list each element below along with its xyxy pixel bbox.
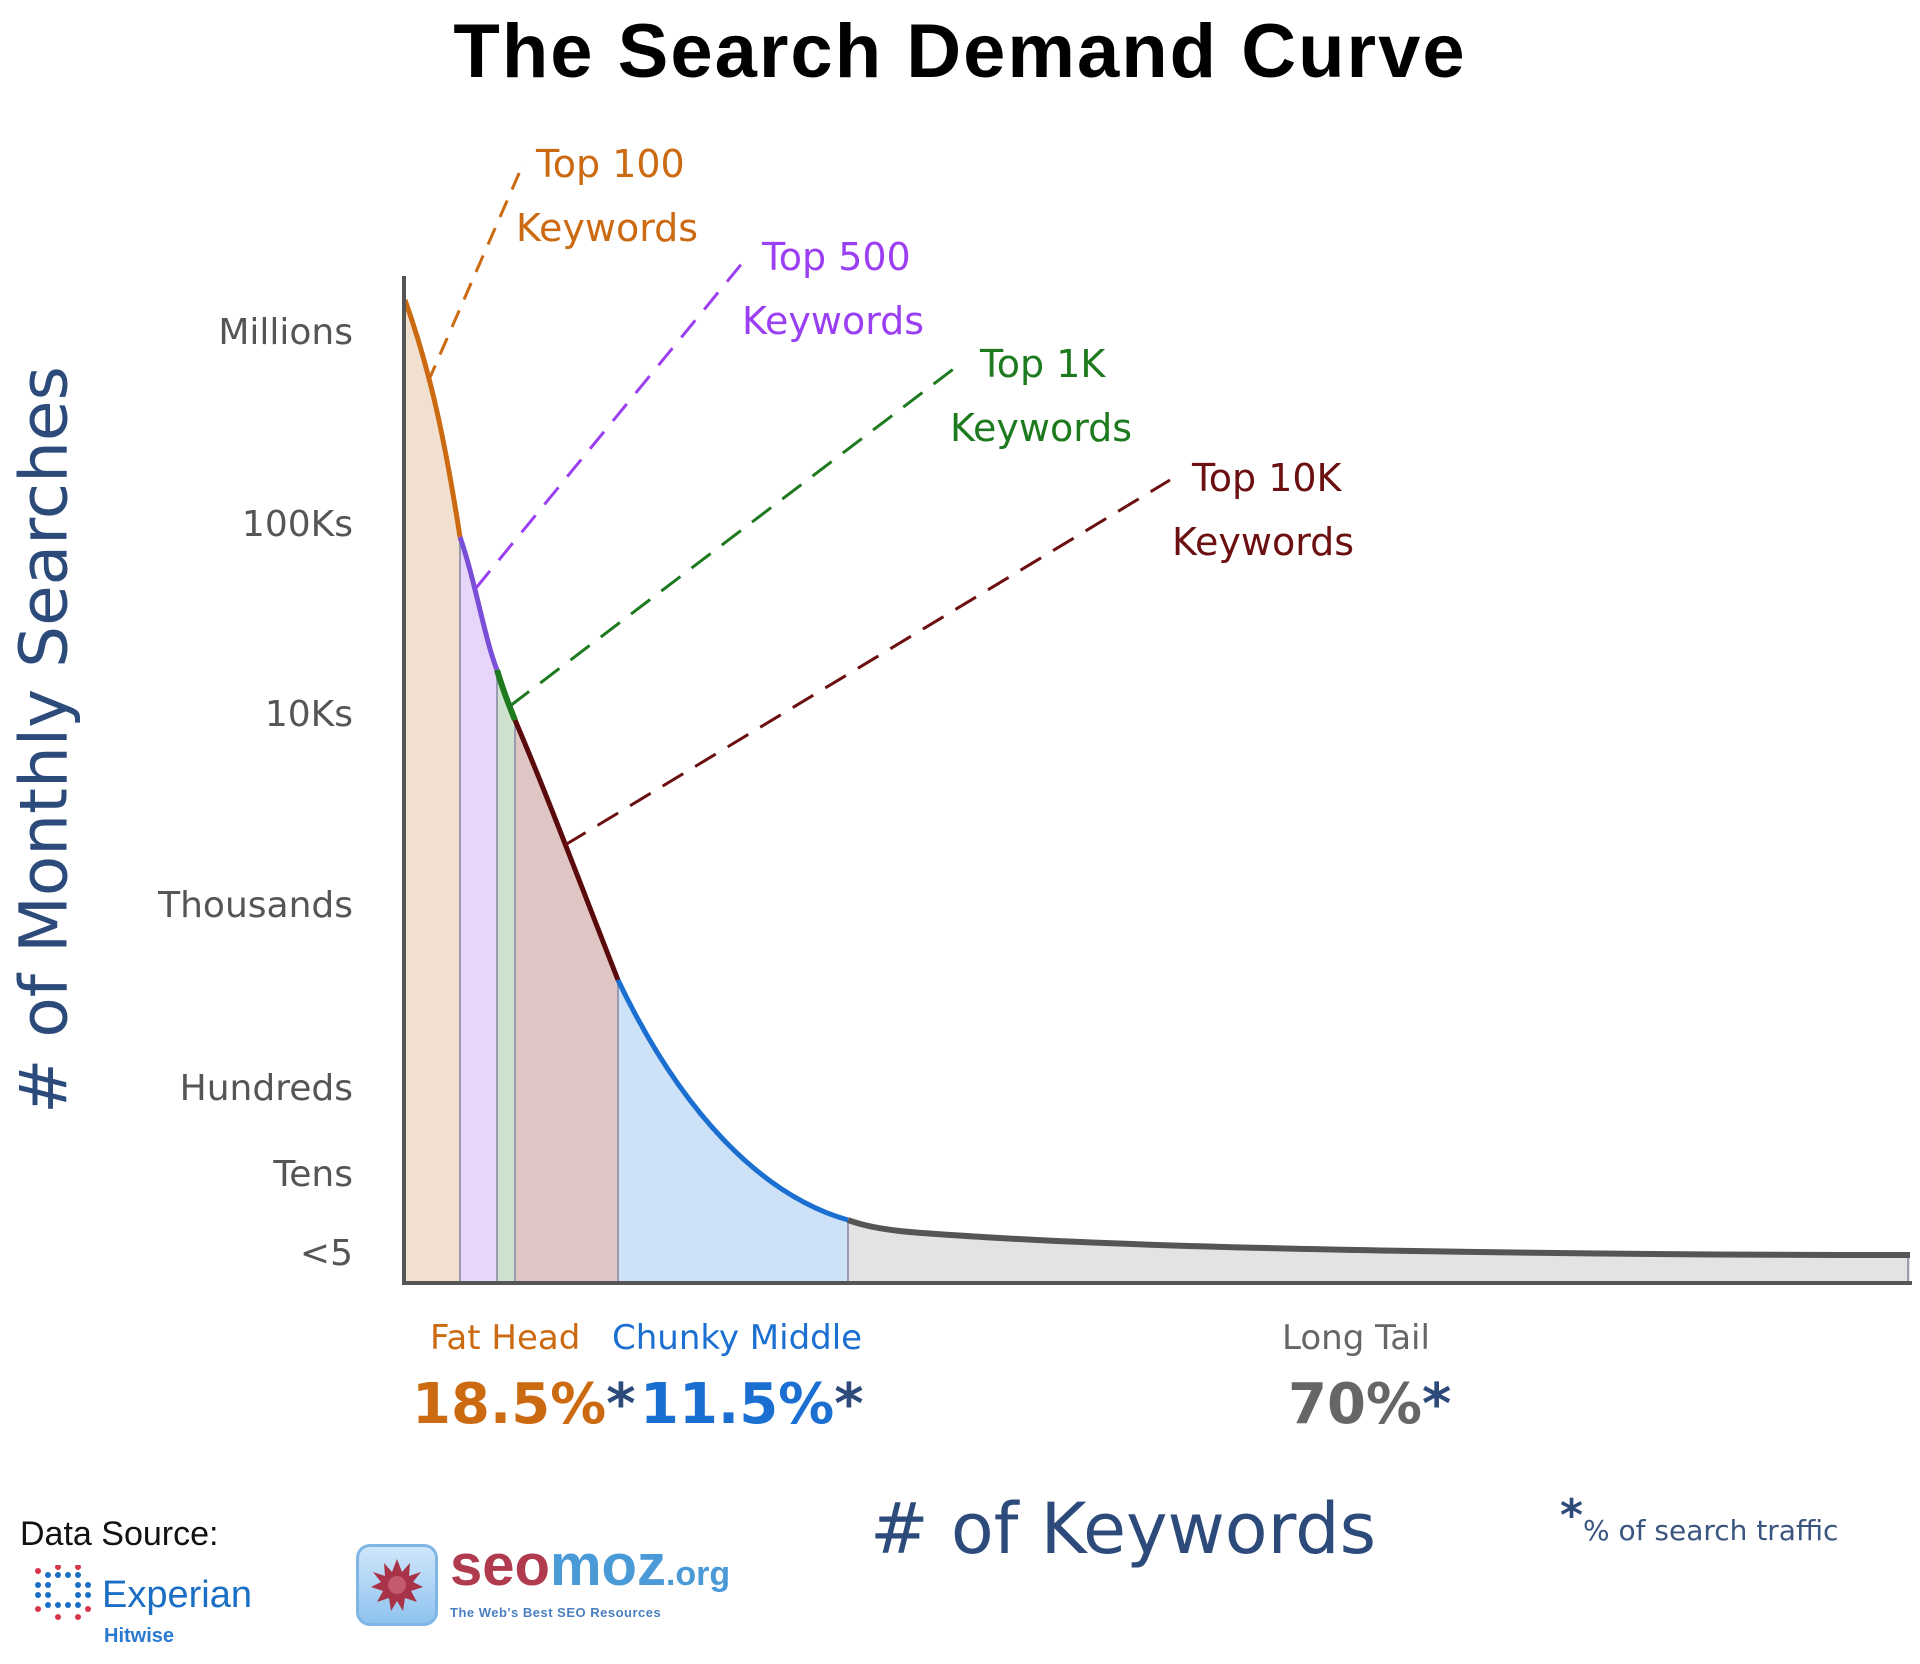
segment-percent-long-tail: 70%* — [1288, 1372, 1451, 1437]
annotation-top-500-line1: Top 500 — [762, 235, 911, 279]
annotation-top-1k-line1: Top 1K — [980, 342, 1106, 386]
seomoz-org: .org — [665, 1555, 731, 1593]
region-top-500 — [460, 537, 497, 1282]
annotation-top-10k: Top 10K Keywords — [1172, 446, 1354, 574]
fat-head-percent-value: 18.5% — [412, 1372, 607, 1437]
y-tick-10ks: 10Ks — [264, 694, 353, 735]
curve-long-tail — [846, 1217, 1911, 1258]
segment-label-long-tail: Long Tail — [1282, 1318, 1430, 1358]
annotation-top-100: Top 100 Keywords — [516, 132, 698, 260]
asterisk-icon: * — [606, 1372, 636, 1437]
curve-top-10k — [512, 719, 621, 981]
footnote: *% of search traffic — [1560, 1490, 1838, 1547]
annotation-top-10k-line1: Top 10K — [1192, 456, 1342, 500]
curve-chunky-middle — [615, 978, 849, 1223]
seomoz-logo: seomoz.org The Web's Best SEO Resources — [356, 1537, 730, 1626]
seomoz-wordmark: seomoz.org — [450, 1537, 730, 1603]
segment-percent-fat-head: 18.5%* — [412, 1372, 636, 1437]
annotation-top-500-line2: Keywords — [742, 299, 925, 343]
footnote-text: % of search traffic — [1583, 1514, 1839, 1547]
seomoz-seo: seo — [450, 1533, 550, 1598]
data-source-label: Data Source: — [20, 1515, 219, 1553]
y-tick-100ks: 100Ks — [241, 504, 353, 545]
seomoz-tagline: The Web's Best SEO Resources — [450, 1605, 662, 1620]
star-burst-icon — [371, 1558, 423, 1611]
y-tick-under-5: <5 — [299, 1233, 353, 1274]
annotation-top-100-line1: Top 100 — [536, 142, 685, 186]
seomoz-moz: moz — [549, 1533, 666, 1598]
annotation-top-1k: Top 1K Keywords — [950, 332, 1132, 460]
region-chunky-middle — [618, 980, 848, 1282]
x-axis-label: # of Keywords — [870, 1488, 1377, 1570]
annotation-top-500: Top 500 Keywords — [742, 225, 924, 353]
experian-logo: Experian — [34, 1565, 252, 1625]
leader-top-500 — [474, 255, 750, 589]
experian-name: Experian — [102, 1573, 252, 1616]
segment-percent-chunky-middle: 11.5%* — [640, 1372, 864, 1437]
region-top-10k — [515, 720, 618, 1282]
chart-title: The Search Demand Curve — [453, 9, 1467, 94]
seomoz-badge — [356, 1543, 438, 1626]
experian-dots-icon — [35, 1565, 91, 1620]
y-tick-hundreds: Hundreds — [179, 1068, 353, 1109]
asterisk-icon: * — [1560, 1490, 1584, 1541]
curve-top-1k — [494, 669, 518, 722]
leader-top-100 — [426, 161, 526, 383]
chunky-middle-percent-value: 11.5% — [640, 1372, 835, 1437]
asterisk-icon: * — [1422, 1372, 1452, 1437]
segment-label-fat-head: Fat Head — [430, 1318, 581, 1358]
segment-label-chunky-middle: Chunky Middle — [612, 1318, 863, 1358]
y-tick-tens: Tens — [273, 1154, 353, 1195]
long-tail-percent-value: 70% — [1288, 1372, 1423, 1437]
annotation-top-1k-line2: Keywords — [950, 406, 1133, 450]
annotation-top-10k-line2: Keywords — [1172, 520, 1355, 564]
leader-top-10k — [564, 478, 1171, 847]
y-tick-thousands: Thousands — [158, 885, 353, 926]
curve-top-500 — [457, 536, 500, 671]
leader-top-1k — [509, 362, 961, 708]
region-top-100 — [405, 300, 460, 1282]
hitwise-label: Hitwise — [104, 1625, 175, 1647]
annotation-top-100-line2: Keywords — [516, 206, 699, 250]
y-axis-label: # of Monthly Searches — [5, 366, 83, 1114]
y-tick-millions: Millions — [218, 312, 353, 353]
asterisk-icon: * — [834, 1372, 864, 1437]
region-top-1k — [497, 670, 515, 1282]
curve-top-100 — [402, 299, 463, 538]
